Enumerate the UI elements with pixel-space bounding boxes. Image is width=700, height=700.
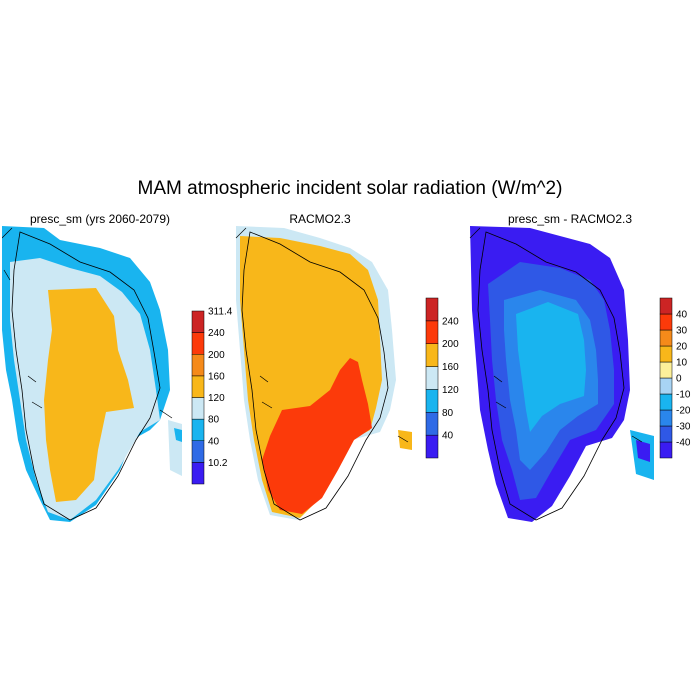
greenland-map-racmo [235,226,412,521]
colorbar-tick-label: -20 [676,406,691,417]
colorbar-tick-label: -10 [676,390,691,401]
colorbar-tick-label: 120 [208,393,225,404]
panel-2-title: RACMO2.3 [289,212,351,226]
colorbar-swatch [659,313,673,331]
figure-title: MAM atmospheric incident solar radiation… [137,178,563,199]
colorbar-tick-label: 20 [676,342,688,353]
colorbar-difference: -40 -30 -20 -10 0 10 20 30 40 [659,297,691,459]
interior-ice [44,288,134,502]
colorbar-tick-label: 40 [676,310,688,321]
colorbar-swatch [191,440,205,463]
colorbar-tick-label: 10 [676,358,688,369]
colorbar-swatch [659,409,673,427]
greenland-map-difference [469,226,654,522]
colorbar-tick-label: 30 [676,326,688,337]
colorbar-tick-label: 0 [676,374,682,385]
colorbar-tick-label: -40 [676,438,691,449]
colorbar-swatch [191,354,205,377]
colorbar-swatch [191,418,205,441]
colorbar-tick-label: 160 [442,362,459,373]
band-zero [516,302,586,432]
coastline [11,231,161,521]
colorbar-tick-label: 80 [442,408,454,419]
colorbar-swatch [425,320,439,344]
greenland-map-presc-sm [2,226,182,522]
panel-3-title: presc_sm - RACMO2.3 [507,212,633,226]
colorbar-swatch [659,377,673,395]
colorbar-tick-label: 120 [442,385,459,396]
colorbar-swatch [659,425,673,443]
colorbar-swatch [191,310,205,333]
colorbar-tick-label: 160 [208,371,225,382]
colorbar-tick-label: 80 [208,415,220,426]
colorbar-swatch [659,393,673,411]
colorbar-swatch [425,434,439,459]
colorbar-swatch [659,345,673,363]
colorbar-swatch [191,397,205,420]
colorbar-tick-label: 40 [208,436,220,447]
colorbar-tick-label: -30 [676,422,691,433]
colorbar-tick-label: 240 [442,316,459,327]
colorbar-swatch [425,297,439,322]
colorbar-presc-sm: 10.2 40 80 120 160 200 240 311.4 [191,307,233,485]
coastline-islands [469,227,643,443]
colorbar-swatch [659,329,673,347]
colorbar-swatch [191,462,205,485]
colorbar-swatch [659,441,673,459]
coastline [477,231,625,521]
colorbar-tick-label: 10.2 [208,458,228,469]
island-east-inner [636,440,650,462]
colorbar-swatch [191,375,205,398]
colorbar-swatch [659,297,673,315]
southeast-high-region [262,358,372,514]
colorbar-swatch [425,343,439,367]
colorbar-tick-label: 40 [442,431,454,442]
colorbar-tick-label: 200 [442,339,459,350]
colorbar-swatch [425,389,439,413]
coastline-islands [2,227,173,419]
colorbar-tick-label: 200 [208,350,225,361]
coastline [241,231,389,521]
colorbar-racmo: 40 80 120 160 200 240 [425,297,459,459]
colorbar-swatch [425,412,439,436]
colorbar-swatch [425,366,439,390]
colorbar-swatch [191,332,205,355]
coastline-islands [235,227,409,443]
island-east-blue [174,428,182,442]
panel-1-title: presc_sm (yrs 2060-2079) [29,212,171,226]
colorbar-swatch [659,361,673,379]
colorbar-tick-label: 311.4 [208,307,233,318]
colorbar-tick-label: 240 [208,328,225,339]
